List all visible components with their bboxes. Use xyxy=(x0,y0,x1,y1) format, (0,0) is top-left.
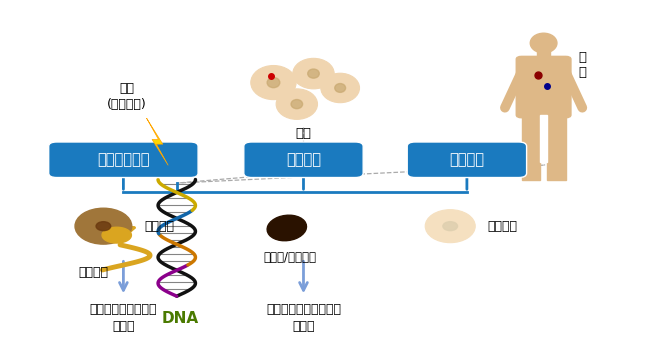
Text: DNA: DNA xyxy=(161,311,199,326)
Polygon shape xyxy=(547,115,566,180)
Ellipse shape xyxy=(307,69,319,78)
Ellipse shape xyxy=(267,215,307,241)
Text: 修復成功: 修復成功 xyxy=(450,152,484,167)
Ellipse shape xyxy=(291,99,303,109)
Ellipse shape xyxy=(530,33,557,53)
Text: 障害なし: 障害なし xyxy=(487,220,517,233)
Ellipse shape xyxy=(276,89,317,119)
Text: 不完全な修復: 不完全な修復 xyxy=(97,152,149,167)
Ellipse shape xyxy=(321,73,360,103)
Text: 人
体: 人 体 xyxy=(578,51,586,79)
Polygon shape xyxy=(102,227,131,243)
Ellipse shape xyxy=(75,208,132,244)
Polygon shape xyxy=(147,118,168,165)
Text: 急性影響、胎児影響の
可能性: 急性影響、胎児影響の 可能性 xyxy=(266,303,341,334)
Ellipse shape xyxy=(293,58,334,89)
Text: 損傷
(化学変化): 損傷 (化学変化) xyxy=(107,82,147,111)
Text: がん、遺伝性影響の
可能性: がん、遺伝性影響の 可能性 xyxy=(89,303,157,334)
Text: 突然変異: 突然変異 xyxy=(145,220,175,233)
FancyBboxPatch shape xyxy=(537,48,550,59)
Ellipse shape xyxy=(267,78,280,88)
Ellipse shape xyxy=(426,210,475,243)
FancyBboxPatch shape xyxy=(49,142,198,177)
FancyBboxPatch shape xyxy=(244,142,363,177)
Text: 修復失敗: 修復失敗 xyxy=(286,152,321,167)
Ellipse shape xyxy=(96,222,111,231)
Text: 細胞: 細胞 xyxy=(295,127,311,140)
Polygon shape xyxy=(522,115,540,180)
Polygon shape xyxy=(540,115,547,162)
Ellipse shape xyxy=(335,84,346,92)
Text: 修復酵素: 修復酵素 xyxy=(79,266,108,279)
Ellipse shape xyxy=(251,65,296,99)
FancyBboxPatch shape xyxy=(516,56,571,118)
Ellipse shape xyxy=(443,222,458,231)
Text: 細胞死/細胞変性: 細胞死/細胞変性 xyxy=(263,251,317,264)
FancyBboxPatch shape xyxy=(407,142,526,177)
